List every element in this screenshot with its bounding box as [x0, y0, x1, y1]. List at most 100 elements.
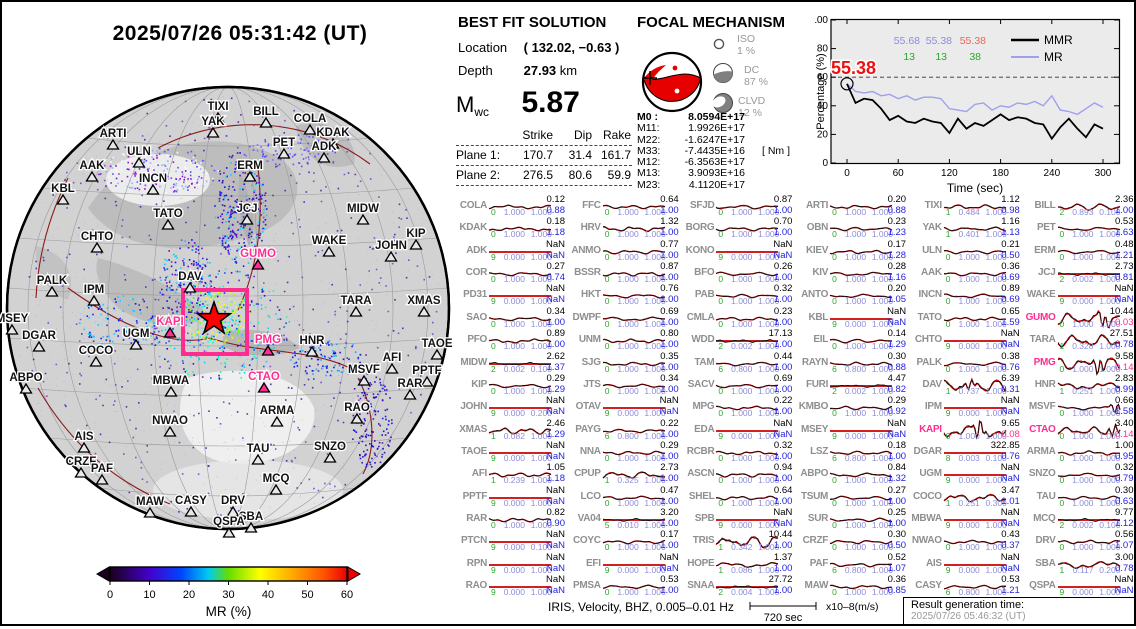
station-amplitude: NaN	[659, 395, 679, 407]
svg-text:60: 60	[341, 589, 353, 601]
station-amplitude: NaN	[1000, 328, 1020, 340]
map-station-SNZO: SNZO	[313, 440, 347, 463]
station-weight2: 1.000	[871, 497, 894, 508]
station-code: DGAR	[913, 445, 943, 457]
station-status: 0	[491, 341, 496, 352]
best-fit-heading: BEST FIT SOLUTION	[458, 14, 607, 31]
station-weight2: 1.000	[644, 296, 666, 307]
station-code: JOHN	[460, 401, 487, 413]
svg-text:20: 20	[183, 589, 195, 601]
station-weight1: 1.000	[617, 587, 639, 597]
waveform-cell-SHEL: SHEL 0 1.000 1.000 0.64 1.00	[679, 485, 792, 509]
station-weight1: 1.000	[958, 430, 980, 441]
station-fit: 1.07	[1115, 540, 1134, 552]
waveform-cell-RAR: RAR 0 1.000 1.000 0.82 0.90	[452, 507, 565, 531]
station-status: 0	[604, 497, 610, 508]
svg-text:0: 0	[822, 158, 828, 169]
station-fit: 1.29	[887, 339, 907, 351]
svg-text:YAK: YAK	[201, 116, 225, 128]
station-fit: 1.00	[773, 406, 793, 418]
station-amplitude: 0.22	[773, 395, 793, 407]
station-status: 9	[718, 519, 724, 530]
station-status: 0	[718, 274, 724, 285]
amplitude-unit-note: x10–8(m/s)	[826, 601, 879, 613]
station-code: SNZO	[1028, 468, 1056, 480]
station-amplitude: 0.53	[660, 574, 679, 585]
station-amplitude: 17.13	[768, 328, 793, 340]
station-code: COLA	[459, 200, 487, 211]
station-amplitude: 0.27	[887, 484, 907, 496]
station-status: 9	[491, 408, 496, 419]
station-weight1: 1.000	[844, 497, 867, 508]
station-fit: 0.14	[1115, 428, 1134, 440]
map-station-PET: PET	[272, 136, 296, 159]
station-amplitude: 0.32	[1115, 462, 1134, 474]
waveform-cell-KIEV: KIEV 0 1.000 1.000 0.17 1.28	[793, 239, 906, 263]
waveform-cell-PMG: PMG 0 1.000 1.000 9.58 0.14	[1021, 351, 1134, 376]
station-fit: 1.00	[660, 249, 679, 261]
station-amplitude: 2.46	[546, 417, 566, 429]
station-code: RPN	[466, 557, 488, 569]
station-weight2: 1.000	[1099, 587, 1121, 597]
station-code: PFO	[467, 334, 487, 346]
station-code: INCN	[918, 289, 943, 301]
station-weight2: 1.000	[871, 430, 894, 441]
station-weight1: 0.002	[731, 341, 753, 352]
station-code: PMSA	[572, 580, 601, 591]
map-station-CRZF: CRZF	[64, 455, 98, 478]
waveform-cell-KAPI: KAPI 0 1.000 1.000 9.65 0.08	[907, 418, 1020, 442]
station-weight1: 1.000	[731, 318, 753, 329]
station-code: SJG	[581, 356, 601, 368]
tensor-row: M11: 1.9926E+17	[637, 122, 745, 135]
station-weight2: 1.000	[644, 408, 666, 419]
station-code: PD31	[463, 289, 487, 301]
station-weight2: 1.000	[871, 318, 894, 329]
station-weight2: 1.000	[758, 475, 780, 486]
waveform-cell-TRIS: TRIS 1 0.342 1.000 10.44 1.00	[679, 529, 793, 553]
station-code: ARMA	[1026, 445, 1056, 457]
station-code: OBN	[806, 222, 829, 234]
map-station-COLA: COLA	[292, 112, 328, 135]
station-amplitude: 0.56	[1115, 529, 1134, 541]
station-weight2: 1.000	[871, 408, 894, 419]
station-status: 0	[604, 318, 610, 329]
station-code: RAO	[465, 580, 488, 591]
tensor-unit: [ Nm ]	[762, 145, 790, 157]
station-amplitude: 0.26	[773, 261, 793, 273]
station-amplitude: NaN	[545, 551, 565, 563]
mr-percentage-chart: 0 60 120 180 240 300 0 20 40 60 80 100 Percentage (%…	[811, 12, 1136, 203]
station-status: 0	[832, 341, 837, 352]
map-station-CASY: CASY	[174, 494, 209, 517]
station-code: CPUP	[574, 468, 601, 480]
station-code: TAU	[1036, 490, 1056, 502]
waveform-cell-JOHN: JOHN 9 0.000 0.200 NaN NaN	[452, 395, 565, 419]
station-weight2: 1.000	[644, 207, 666, 217]
waveform-cell-ULN: ULN 0 1.000 1.000 0.21 0.50	[907, 239, 1020, 263]
station-amplitude: 0.34	[660, 372, 679, 384]
dc-percent: DC 87 %	[744, 64, 768, 88]
station-weight1: 1.000	[958, 542, 980, 553]
waveform-cell-DGAR: DGAR 8 0.003 0.100 322.85 0.76	[907, 440, 1020, 464]
waveform-cell-XMAS: XMAS 1 0.082 1.000 2.46 1.29	[452, 417, 566, 442]
station-weight1: 0.000	[844, 430, 867, 441]
station-weight2: 1.000	[530, 519, 552, 530]
station-weight1: 1.000	[617, 452, 639, 463]
station-fit: 1.00	[773, 294, 793, 306]
station-amplitude: 1.16	[1001, 216, 1020, 228]
station-fit: 1.00	[887, 495, 907, 507]
station-weight2: 1.000	[530, 296, 552, 307]
waveform-cell-DRV: DRV 0 1.000 1.000 0.56 1.07	[1021, 529, 1134, 553]
station-weight2: 1.000	[985, 318, 1007, 329]
station-weight1: 1.000	[617, 341, 639, 352]
station-fit: 0.95	[1115, 450, 1134, 462]
station-fit: 1.32	[887, 473, 907, 485]
map-station-BILL: BILL	[252, 105, 280, 128]
waveform-cell-SNZO: SNZO 0 1.000 1.000 0.32 0.79	[1021, 462, 1134, 486]
map-station-WAKE: WAKE	[310, 234, 348, 257]
station-fit: NaN	[887, 316, 907, 328]
map-station-MBWA: MBWA	[151, 374, 191, 397]
station-fit: 1.00	[660, 205, 679, 216]
waveform-cell-PMSA: PMSA 0 1.000 1.000 0.53 1.00	[566, 574, 679, 598]
station-code: KONO	[685, 244, 715, 256]
depth-value: 27.93	[523, 63, 557, 78]
